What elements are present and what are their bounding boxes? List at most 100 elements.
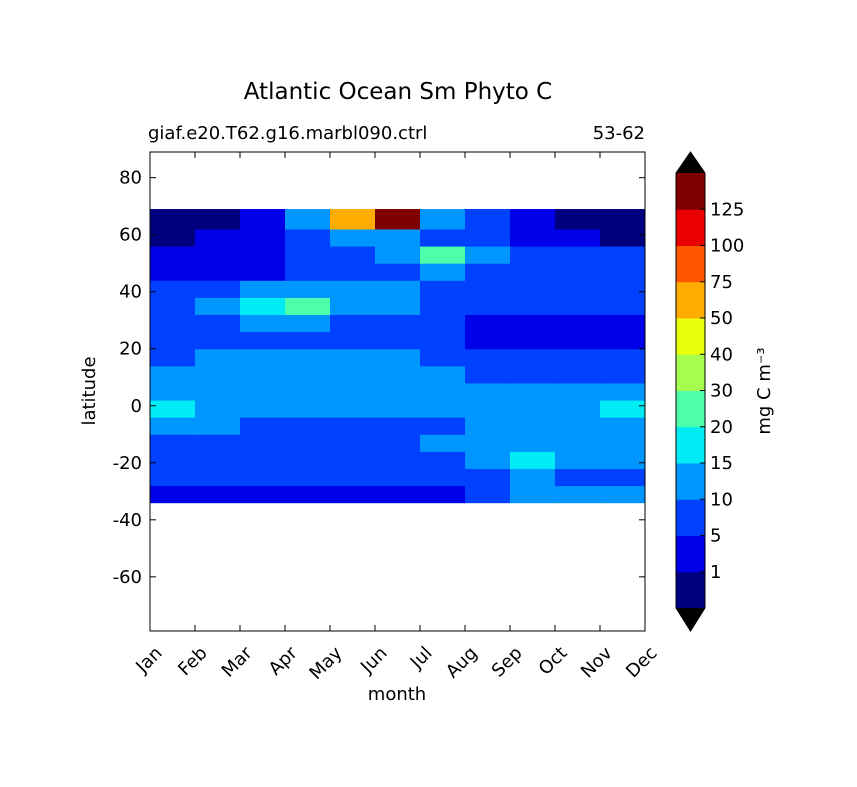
- contour-cell: [330, 451, 376, 469]
- y-tick-label: -60: [113, 567, 142, 588]
- contour-cell: [150, 297, 196, 316]
- contour-cell: [420, 400, 466, 418]
- contour-cell: [600, 331, 646, 350]
- contour-cell: [555, 297, 601, 316]
- contour-cell: [375, 209, 421, 230]
- y-tick-label: 20: [119, 339, 142, 360]
- contour-cell: [555, 468, 601, 487]
- colorbar-tick-label: 5: [710, 526, 721, 547]
- contour-cell: [285, 280, 331, 298]
- contour-cell: [195, 297, 241, 316]
- contour-cell: [285, 382, 331, 401]
- subtitle-right: 53-62: [593, 123, 645, 144]
- contour-cell: [285, 209, 331, 230]
- colorbar-segment: [676, 173, 705, 210]
- contour-cell: [465, 451, 511, 469]
- contour-cell: [600, 434, 646, 452]
- contour-cell: [420, 228, 466, 247]
- contour-cell: [510, 468, 556, 487]
- contour-cell: [465, 246, 511, 264]
- contour-cell: [555, 246, 601, 264]
- y-axis-label: latitude: [79, 356, 100, 425]
- contour-cell: [375, 365, 421, 384]
- contour-cell: [420, 417, 466, 435]
- colorbar-label: mg C m⁻³: [754, 347, 775, 434]
- chart-title: Atlantic Ocean Sm Phyto C: [244, 79, 553, 105]
- contour-cell: [420, 365, 466, 384]
- contour-cell: [465, 417, 511, 435]
- y-tick-label: 80: [119, 168, 142, 189]
- contour-cell: [600, 209, 646, 230]
- contour-cell: [420, 314, 466, 333]
- x-tick-label: Mar: [218, 642, 257, 681]
- contour-cell: [465, 348, 511, 367]
- contour-cell: [150, 400, 196, 418]
- x-tick-label: Jan: [131, 643, 166, 678]
- contour-cell: [420, 434, 466, 452]
- contour-cell: [600, 314, 646, 333]
- colorbar-tick-label: 20: [710, 417, 733, 438]
- y-tick-label: 0: [131, 396, 142, 417]
- contour-cell: [195, 468, 241, 487]
- contour-cell: [195, 485, 241, 504]
- contour-cell: [330, 468, 376, 487]
- plot-frame: [149, 151, 646, 632]
- contour-cell: [150, 228, 196, 247]
- contour-cell: [600, 348, 646, 367]
- contour-cell: [150, 280, 196, 298]
- contour-cell: [465, 434, 511, 452]
- contour-cell: [555, 314, 601, 333]
- contour-cell: [285, 434, 331, 452]
- contour-cell: [420, 485, 466, 504]
- colorbar-segment: [676, 245, 705, 283]
- contour-cell: [330, 209, 376, 230]
- colorbar-tick-label: 40: [710, 344, 733, 365]
- contour-cell: [555, 263, 601, 281]
- contour-cell: [555, 365, 601, 384]
- colorbar-tick-label: 30: [710, 381, 733, 402]
- contour-cell: [195, 451, 241, 469]
- contour-cell: [510, 417, 556, 435]
- contour-cell: [375, 485, 421, 504]
- contour-cell: [330, 331, 376, 350]
- colorbar-tick-label: 10: [710, 489, 733, 510]
- contour-cell: [240, 434, 286, 452]
- contour-cell: [150, 263, 196, 281]
- contour-cell: [600, 468, 646, 487]
- x-tick-label: May: [305, 642, 346, 683]
- contour-cell: [240, 297, 286, 316]
- x-tick-label: Aug: [442, 643, 482, 683]
- contour-cell: [285, 348, 331, 367]
- contour-cell: [555, 348, 601, 367]
- contour-cell: [285, 314, 331, 333]
- contour-cell: [240, 348, 286, 367]
- contour-cell: [195, 246, 241, 264]
- contour-cell: [600, 228, 646, 247]
- contour-cell: [240, 382, 286, 401]
- contour-cell: [150, 468, 196, 487]
- contour-cell: [555, 280, 601, 298]
- contour-cell: [195, 382, 241, 401]
- contour-cell: [285, 400, 331, 418]
- contour-cell: [240, 365, 286, 384]
- contour-cell: [510, 382, 556, 401]
- colorbar-segment: [676, 535, 705, 573]
- contour-cell: [510, 485, 556, 504]
- contour-cell: [240, 331, 286, 350]
- colorbar-segment: [676, 463, 705, 500]
- contour-cell: [375, 434, 421, 452]
- contour-cell: [375, 451, 421, 469]
- colorbar-tick-label: 100: [710, 236, 744, 257]
- contour-cell: [285, 263, 331, 281]
- contour-cell: [375, 468, 421, 487]
- contour-cell: [420, 263, 466, 281]
- contour-cell: [420, 297, 466, 316]
- y-tick-label: 60: [119, 225, 142, 246]
- contour-cell: [600, 263, 646, 281]
- contour-cell: [195, 314, 241, 333]
- contour-cell: [150, 485, 196, 504]
- contour-cell: [375, 331, 421, 350]
- contour-cell: [330, 417, 376, 435]
- contour-cell: [285, 228, 331, 247]
- contour-cell: [285, 451, 331, 469]
